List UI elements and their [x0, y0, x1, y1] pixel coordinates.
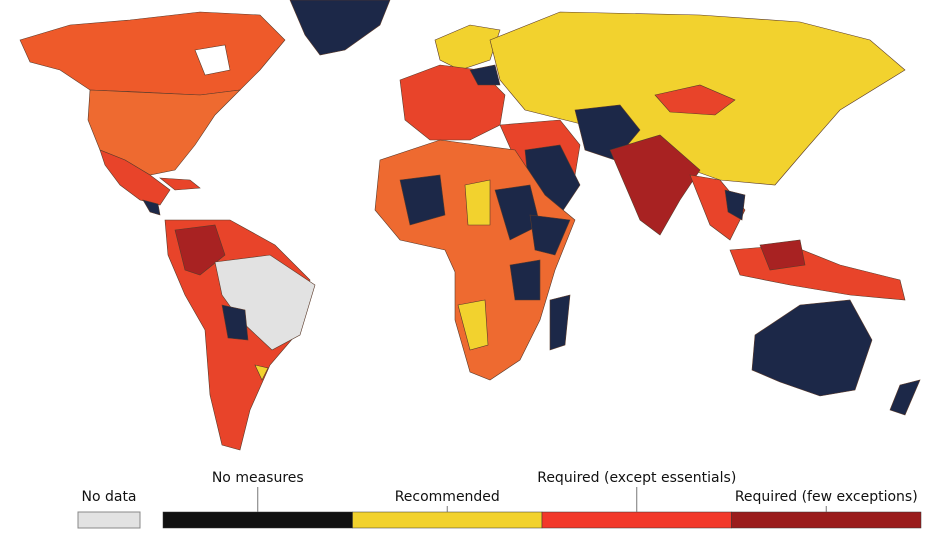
region	[142, 199, 161, 216]
legend-label: Required (few exceptions)	[735, 489, 918, 505]
region	[221, 304, 249, 341]
world-map	[19, 0, 921, 451]
region	[254, 364, 269, 381]
region	[19, 11, 286, 96]
region	[724, 189, 746, 221]
region	[889, 379, 921, 416]
region	[289, 0, 391, 56]
region	[174, 224, 226, 276]
region	[689, 174, 746, 241]
legend-swatch	[541, 511, 732, 529]
region	[469, 64, 501, 86]
legend-swatch	[352, 511, 543, 529]
region	[549, 294, 571, 351]
legend-label: No data	[81, 489, 136, 505]
region	[399, 174, 446, 226]
region	[434, 24, 501, 71]
region	[759, 239, 806, 271]
legend-label: Required (except essentials)	[537, 470, 736, 486]
legend-swatch	[77, 511, 141, 529]
region	[654, 84, 736, 116]
region	[529, 214, 571, 256]
region	[99, 149, 171, 206]
legend-swatch	[162, 511, 353, 529]
legend: No data No measures Recommended Required (e…	[77, 470, 922, 529]
legend-label: Recommended	[395, 489, 500, 505]
region	[464, 179, 491, 226]
region	[457, 299, 489, 351]
region	[609, 134, 701, 236]
region	[214, 254, 316, 351]
region	[159, 177, 201, 191]
region	[87, 89, 241, 176]
region	[729, 244, 906, 301]
region	[194, 44, 231, 76]
legend-label: No measures	[212, 470, 304, 486]
region	[751, 299, 873, 397]
region	[509, 259, 541, 301]
legend-swatch	[731, 511, 922, 529]
